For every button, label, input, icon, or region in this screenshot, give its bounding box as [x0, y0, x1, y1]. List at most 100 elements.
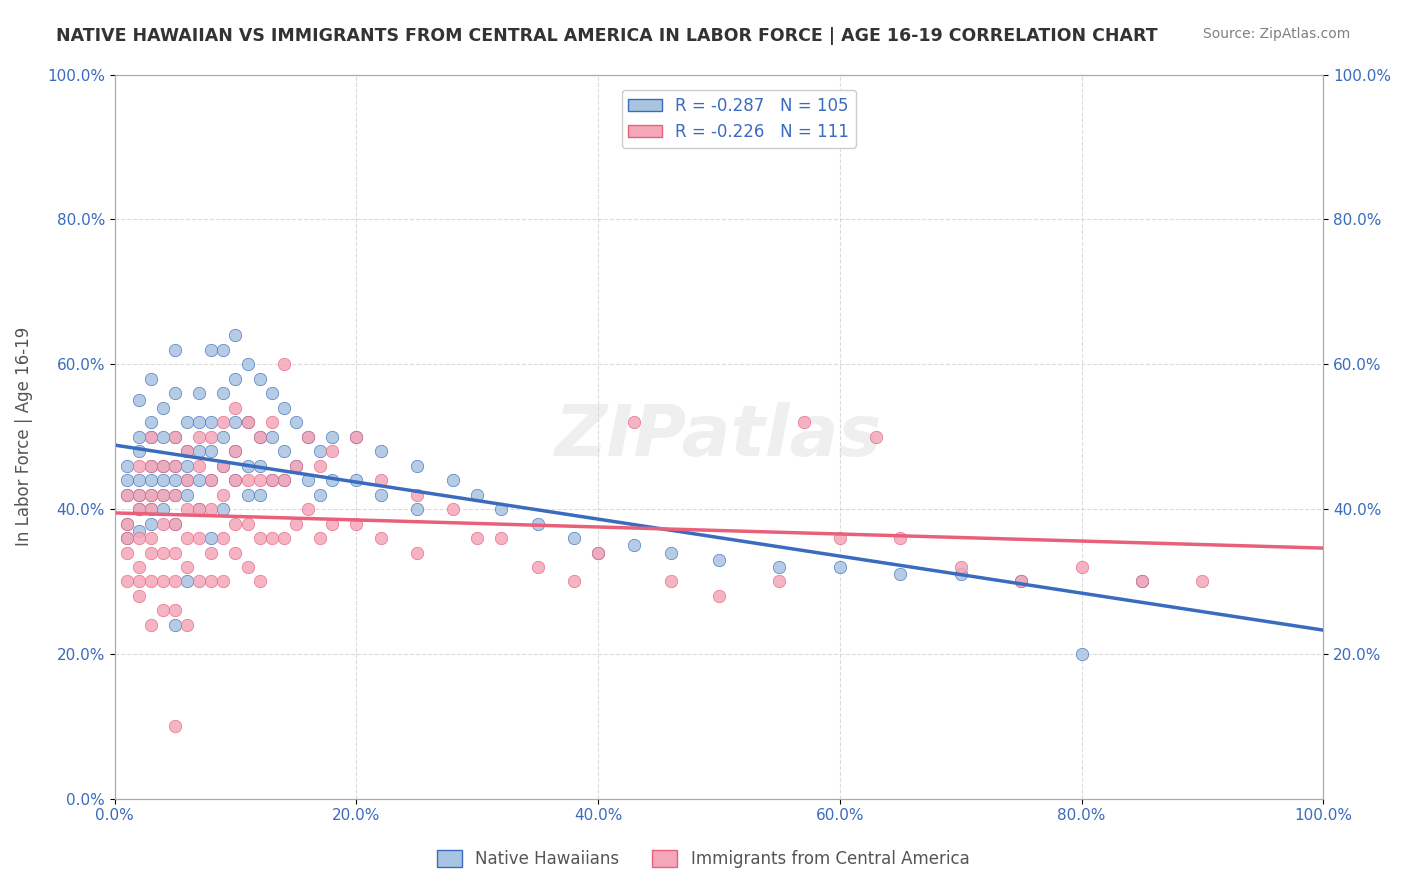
Point: [152, 487, 174, 501]
Point: [344, 473, 367, 487]
Point: [659, 574, 682, 589]
Point: [309, 458, 332, 473]
Point: [273, 401, 295, 415]
Point: [249, 574, 271, 589]
Point: [405, 458, 427, 473]
Point: [321, 516, 343, 531]
Point: [128, 502, 150, 516]
Point: [188, 502, 211, 516]
Point: [1070, 647, 1092, 661]
Point: [260, 473, 283, 487]
Point: [115, 487, 138, 501]
Point: [188, 574, 211, 589]
Point: [212, 487, 235, 501]
Point: [139, 430, 162, 444]
Point: [491, 502, 513, 516]
Point: [1130, 574, 1153, 589]
Point: [176, 618, 198, 632]
Point: [176, 444, 198, 458]
Point: [188, 531, 211, 545]
Point: [128, 393, 150, 408]
Point: [115, 531, 138, 545]
Point: [212, 574, 235, 589]
Point: [139, 502, 162, 516]
Text: Source: ZipAtlas.com: Source: ZipAtlas.com: [1202, 27, 1350, 41]
Point: [176, 502, 198, 516]
Point: [115, 487, 138, 501]
Point: [200, 343, 222, 357]
Point: [441, 473, 464, 487]
Point: [152, 430, 174, 444]
Point: [236, 516, 259, 531]
Point: [623, 538, 645, 552]
Point: [115, 516, 138, 531]
Point: [188, 415, 211, 429]
Point: [949, 560, 972, 574]
Point: [284, 458, 307, 473]
Point: [236, 560, 259, 574]
Point: [139, 372, 162, 386]
Point: [260, 473, 283, 487]
Point: [128, 531, 150, 545]
Point: [526, 516, 548, 531]
Point: [273, 473, 295, 487]
Point: [188, 430, 211, 444]
Point: [260, 430, 283, 444]
Point: [212, 458, 235, 473]
Point: [139, 473, 162, 487]
Point: [128, 458, 150, 473]
Point: [163, 473, 186, 487]
Point: [1130, 574, 1153, 589]
Point: [273, 357, 295, 371]
Point: [152, 487, 174, 501]
Point: [249, 430, 271, 444]
Point: [707, 589, 730, 603]
Point: [176, 458, 198, 473]
Point: [793, 415, 815, 429]
Point: [260, 415, 283, 429]
Point: [152, 473, 174, 487]
Point: [163, 603, 186, 617]
Point: [139, 415, 162, 429]
Point: [224, 473, 246, 487]
Point: [224, 545, 246, 559]
Point: [865, 430, 887, 444]
Point: [889, 531, 911, 545]
Point: [491, 531, 513, 545]
Point: [200, 502, 222, 516]
Point: [344, 516, 367, 531]
Point: [465, 487, 488, 501]
Point: [176, 473, 198, 487]
Point: [249, 473, 271, 487]
Point: [212, 458, 235, 473]
Point: [128, 473, 150, 487]
Point: [949, 567, 972, 582]
Point: [152, 401, 174, 415]
Point: [284, 516, 307, 531]
Point: [163, 618, 186, 632]
Point: [115, 458, 138, 473]
Point: [163, 487, 186, 501]
Point: [309, 487, 332, 501]
Point: [370, 444, 392, 458]
Point: [212, 430, 235, 444]
Point: [115, 531, 138, 545]
Point: [249, 430, 271, 444]
Point: [200, 574, 222, 589]
Point: [152, 516, 174, 531]
Point: [707, 553, 730, 567]
Point: [224, 372, 246, 386]
Point: [465, 531, 488, 545]
Point: [249, 487, 271, 501]
Point: [236, 357, 259, 371]
Point: [260, 386, 283, 401]
Point: [128, 430, 150, 444]
Point: [128, 524, 150, 538]
Point: [163, 430, 186, 444]
Point: [659, 545, 682, 559]
Point: [152, 502, 174, 516]
Point: [139, 618, 162, 632]
Point: [128, 487, 150, 501]
Point: [297, 473, 319, 487]
Point: [139, 458, 162, 473]
